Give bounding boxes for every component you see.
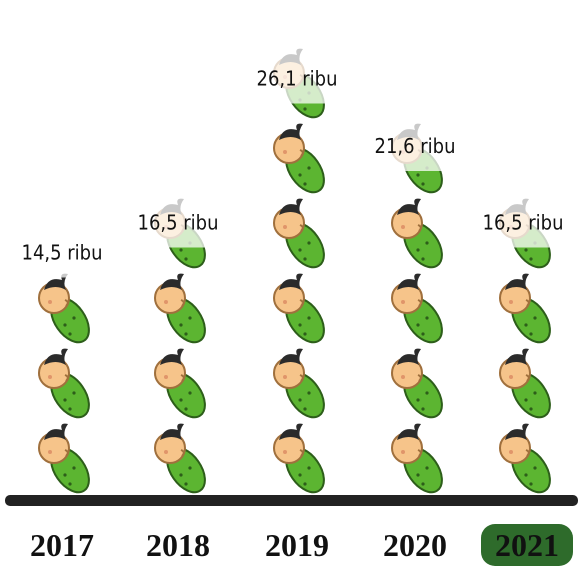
baby-icon (500, 349, 558, 424)
x-tick-label: 2020 (383, 527, 447, 563)
value-label: 16,5 ribu (138, 211, 219, 235)
value-label: 26,1 ribu (257, 67, 338, 91)
x-tick-label: 2018 (146, 527, 210, 563)
baby-icon (392, 424, 450, 499)
baby-icon (274, 274, 332, 349)
x-tick-label: 2017 (30, 527, 94, 563)
baby-icon (39, 424, 97, 499)
value-label: 14,5 ribu (22, 241, 103, 265)
icon-solid (274, 49, 332, 499)
icon-solid (39, 274, 97, 499)
baby-icon (274, 124, 332, 199)
icon-solid (392, 124, 450, 499)
baby-icon (155, 349, 213, 424)
icon-column (274, 49, 332, 499)
baby-icon (392, 349, 450, 424)
x-tick-label: 2021 (495, 527, 559, 563)
icon-column (155, 199, 213, 499)
value-label: 16,5 ribu (483, 211, 564, 235)
baby-icon (274, 424, 332, 499)
chart: 14,5 ribu 2017 16,5 ribu 2018 26,1 ribu 2019 2… (0, 0, 578, 566)
icon-column (392, 124, 450, 499)
baby-icon (500, 274, 558, 349)
baby-icon (392, 199, 450, 274)
x-tick-label: 2019 (265, 527, 329, 563)
baby-icon (274, 199, 332, 274)
icon-faded (274, 49, 332, 499)
baby-icon (155, 424, 213, 499)
icon-column (500, 199, 558, 499)
baby-icon (39, 274, 97, 349)
baby-icon (155, 274, 213, 349)
value-label: 21,6 ribu (375, 134, 456, 158)
baby-icon (39, 349, 97, 424)
baseline (5, 495, 578, 506)
icon-column (39, 274, 97, 499)
baby-icon (392, 274, 450, 349)
baby-icon (500, 424, 558, 499)
baby-icon (274, 349, 332, 424)
